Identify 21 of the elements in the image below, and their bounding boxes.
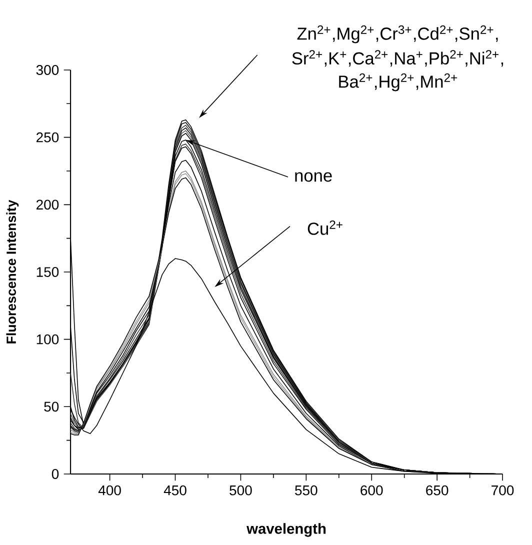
x-tick-label: 600	[360, 485, 383, 496]
y-tick-label: 200	[36, 200, 59, 210]
annotation: none	[295, 172, 332, 182]
x-tick-label: 700	[492, 485, 514, 496]
text: Zn$^{2+}$,Mg$^{2+}$,Cr$^{3+}$,Cd$^{2+}$,Sn$^{2+}$,	[297, 25, 498, 44]
y-tick-label: 100	[36, 334, 59, 344]
y-tick-label: 50	[44, 402, 59, 412]
x-tick-label: 650	[426, 485, 448, 496]
y-tick-label: 0	[52, 469, 59, 479]
y-tick-label: 250	[36, 132, 59, 142]
x-tick-label: 450	[164, 485, 186, 496]
x-tick-label: 500	[230, 485, 252, 496]
y-tick-label: 300	[36, 65, 59, 75]
annotation: Cu$^{2+}$	[308, 220, 342, 235]
x-tick-label: 550	[295, 485, 318, 496]
annotation: Ba$^{2+}$,Hg$^{2+}$,Mn$^{2+}$	[339, 73, 458, 92]
text: Sr$^{2+}$,K$^{+}$,Ca$^{2+}$,Na$^{+}$,Pb$^{2+}$,Ni$^{2+}$,	[292, 50, 504, 67]
y-axis-title: Fluorescence Intensity	[6, 200, 19, 344]
y-tick-label: 150	[36, 267, 59, 277]
x-tick-label: 400	[98, 485, 121, 496]
x-axis-title: wavelength	[246, 523, 326, 537]
